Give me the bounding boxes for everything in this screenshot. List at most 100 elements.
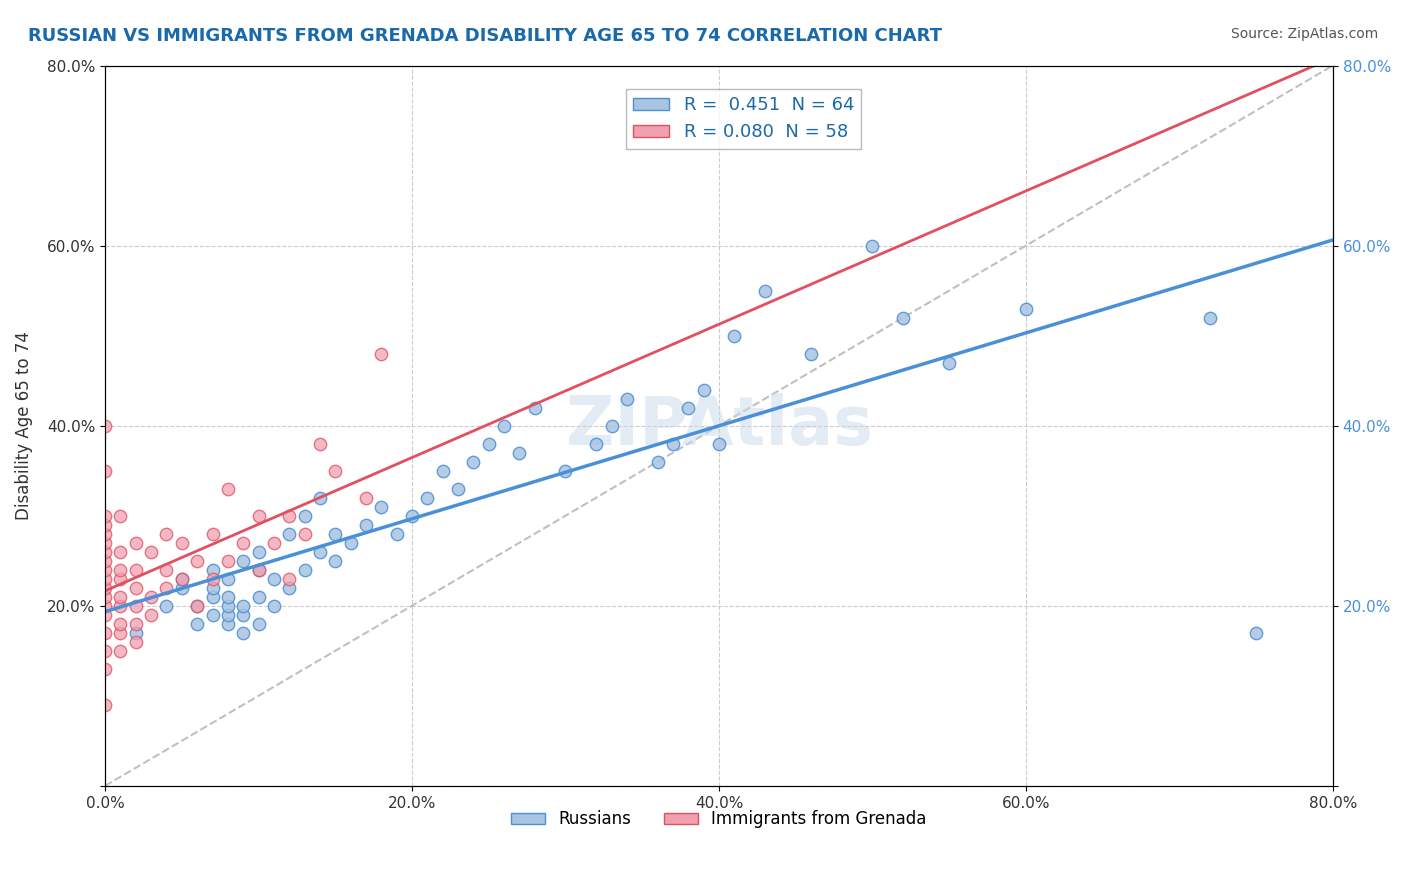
Point [323,464,346,478]
Point [247,545,270,559]
Point [186,616,208,631]
Point [201,526,224,541]
Point [94,599,117,613]
Point [723,328,745,343]
Point [110,572,132,586]
Point [263,572,285,586]
Point [278,581,301,595]
Text: RUSSIAN VS IMMIGRANTS FROM GRENADA DISABILITY AGE 65 TO 74 CORRELATION CHART: RUSSIAN VS IMMIGRANTS FROM GRENADA DISAB… [28,27,942,45]
Point [125,616,148,631]
Point [416,491,439,505]
Point [217,590,239,604]
Point [155,599,177,613]
Point [110,508,132,523]
Point [141,590,163,604]
Point [354,491,377,505]
Point [523,401,546,415]
Point [647,455,669,469]
Point [232,599,254,613]
Point [278,526,301,541]
Text: ZIPAtlas: ZIPAtlas [565,392,872,458]
Point [707,436,730,450]
Point [94,607,117,622]
Point [447,482,470,496]
Point [247,563,270,577]
Point [232,554,254,568]
Point [232,535,254,549]
Point [432,464,454,478]
Point [125,535,148,549]
Point [170,572,193,586]
Point [294,526,316,541]
Point [323,554,346,568]
Point [1199,310,1222,325]
Point [125,563,148,577]
Point [370,346,392,360]
Point [94,554,117,568]
Point [94,526,117,541]
Point [600,418,623,433]
Point [125,599,148,613]
Point [201,581,224,595]
Point [125,634,148,648]
Point [263,535,285,549]
Point [94,698,117,712]
Point [94,662,117,676]
Point [662,436,685,450]
Point [94,572,117,586]
Point [201,563,224,577]
Point [125,625,148,640]
Point [94,535,117,549]
Point [800,346,823,360]
Point [339,535,361,549]
Point [232,625,254,640]
Point [94,644,117,658]
Point [170,572,193,586]
Point [186,599,208,613]
Point [692,383,714,397]
Point [401,508,423,523]
Point [494,418,516,433]
Point [278,508,301,523]
Point [309,491,332,505]
Point [110,590,132,604]
Point [110,616,132,631]
Point [94,464,117,478]
Point [294,563,316,577]
Point [294,508,316,523]
Text: Source: ZipAtlas.com: Source: ZipAtlas.com [1230,27,1378,41]
Legend: Russians, Immigrants from Grenada: Russians, Immigrants from Grenada [505,804,934,835]
Point [186,599,208,613]
Point [370,500,392,514]
Point [754,284,776,298]
Point [323,526,346,541]
Point [217,554,239,568]
Point [278,572,301,586]
Point [201,572,224,586]
Point [94,563,117,577]
Point [94,517,117,532]
Point [463,455,485,469]
Point [110,545,132,559]
Point [938,356,960,370]
Point [232,607,254,622]
Point [585,436,607,450]
Point [155,526,177,541]
Point [94,545,117,559]
Point [217,599,239,613]
Point [1244,625,1267,640]
Point [309,436,332,450]
Point [94,590,117,604]
Point [110,563,132,577]
Point [217,607,239,622]
Point [554,464,576,478]
Point [309,545,332,559]
Point [891,310,914,325]
Point [170,581,193,595]
Point [263,599,285,613]
Point [247,590,270,604]
Point [94,508,117,523]
Point [354,517,377,532]
Point [141,545,163,559]
Point [201,607,224,622]
